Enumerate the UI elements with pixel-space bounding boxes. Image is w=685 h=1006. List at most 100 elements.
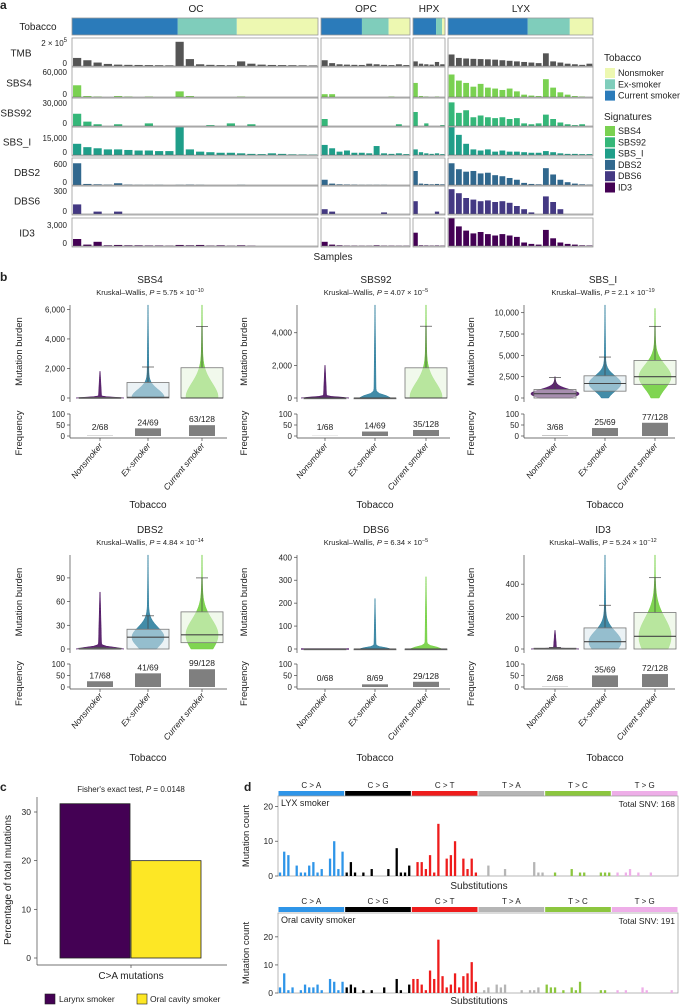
substitution-bar <box>353 872 357 876</box>
substitution-bar <box>299 990 303 993</box>
substitution-bar <box>453 973 457 993</box>
sample-bar <box>513 118 520 126</box>
substitution-bar <box>445 987 448 993</box>
legend-item-tobacco: Ex-smoker <box>618 79 661 89</box>
subplot-sbs_i: SBS_I Kruskal–Wallis, P = 2.1 × 10−19 0 2,5… <box>466 275 677 511</box>
sample-bar <box>216 245 225 246</box>
substitution-class-label: T > C <box>568 897 588 906</box>
frequency-y-tick-label: 0 <box>515 432 520 441</box>
frequency-label: 24/69 <box>137 417 159 427</box>
frequency-bar <box>87 681 113 687</box>
sample-bar <box>470 117 477 126</box>
track-frame <box>320 217 411 248</box>
substitution-bar <box>433 978 436 993</box>
sample-bar <box>506 235 513 246</box>
x-tick-label: Current smoker <box>614 690 660 742</box>
subplot-title: ID3 <box>595 525 611 536</box>
y-axis-label-mutation-count: Mutation count <box>241 921 252 984</box>
x-tick-label: Current smoker <box>385 690 431 742</box>
sample-bar <box>528 243 535 246</box>
sample-bar <box>492 88 499 97</box>
frequency-y-tick-label: 100 <box>279 410 293 419</box>
substitution-bar <box>503 869 507 876</box>
track-frame <box>320 37 411 68</box>
sample-bar <box>237 245 246 246</box>
substitution-bar <box>487 987 490 993</box>
substitution-bar <box>483 990 486 993</box>
title-value: = 0.0148 <box>151 785 185 794</box>
sample-bar <box>550 119 557 126</box>
substitution-class-bar <box>411 791 478 796</box>
sample-bar <box>542 151 549 155</box>
frequency-y-tick-label: 50 <box>510 421 519 430</box>
frequency-y-tick-label: 100 <box>279 660 293 669</box>
y-tick-label: 20 <box>264 932 274 942</box>
y-tick-label: 20 <box>22 856 32 866</box>
x-tick-label: Nonsmoker <box>69 440 105 481</box>
sample-bar <box>571 125 578 126</box>
sample-bar <box>470 199 477 214</box>
sample-bar <box>114 244 123 246</box>
panel-c: Fisher's exact test, P = 0.0148 0 10 20 30 C>… <box>3 785 227 1005</box>
substitution-bar <box>362 872 365 876</box>
title-prefix: Fisher's exact test, <box>77 785 146 794</box>
sample-bar <box>455 226 462 246</box>
sample-bar <box>93 184 102 185</box>
legend-swatch <box>605 137 615 148</box>
substitution-bar <box>533 990 536 993</box>
sample-bar <box>513 151 520 155</box>
sample-bar <box>571 64 578 66</box>
substitution-class-bar <box>545 791 611 796</box>
row-label-tobacco: Tobacco <box>19 22 57 33</box>
sample-bar <box>521 61 528 66</box>
legend-item-signature: ID3 <box>618 183 632 193</box>
sample-bar <box>429 184 434 185</box>
subtitle-exponent: −12 <box>647 538 656 544</box>
substitution-bar <box>503 984 507 993</box>
sample-bar <box>499 60 506 66</box>
sample-bar <box>226 65 235 66</box>
y-tick-label: 2,500 <box>499 373 520 382</box>
track-frame <box>320 157 411 187</box>
violin <box>588 554 622 650</box>
substitution-bar <box>462 858 465 876</box>
subplot-sbs4: SBS4 Kruskal–Wallis, P = 5.75 × 10−10 0 2,0… <box>14 275 227 511</box>
substitution-bar <box>603 872 607 876</box>
x-tick-label: Ex-smoker <box>119 690 154 728</box>
subtitle-value: = 4.07 × 10 <box>382 288 422 297</box>
sample-bar <box>506 202 513 214</box>
subplot-title: SBS4 <box>137 275 163 286</box>
substitution-bar <box>641 987 644 993</box>
sample-bar <box>528 124 535 126</box>
sample-bar <box>395 153 402 155</box>
sample-bar <box>329 94 336 97</box>
substitution-class-label: C > G <box>367 781 388 790</box>
y-tick-label: 7,500 <box>499 330 520 339</box>
y-axis-label-mutation-burden: Mutation burden <box>14 317 25 386</box>
sample-bar <box>542 196 549 214</box>
sample-bar <box>257 154 266 155</box>
sample-bar <box>521 242 528 246</box>
sample-bar <box>165 65 174 66</box>
substitution-bar <box>624 990 628 993</box>
frequency-bar <box>592 428 618 436</box>
box <box>126 382 170 399</box>
frequency-label: 41/69 <box>137 662 159 672</box>
total-snv-label: Total SNV: 191 <box>619 916 676 926</box>
sample-bar <box>470 86 477 97</box>
substitution-class-bar <box>611 791 678 796</box>
substitution-bar <box>537 987 540 993</box>
y-tick-label: 60,000 <box>43 68 68 77</box>
substitution-bar <box>637 872 640 876</box>
sample-bar <box>484 87 491 97</box>
sample-bar <box>73 85 82 97</box>
tick-text: 30,000 <box>43 99 68 108</box>
sample-bar <box>557 62 564 66</box>
subtitle-p: P <box>602 538 607 547</box>
sample-bar <box>103 245 112 246</box>
frequency-bar <box>642 674 668 687</box>
tobacco-segment <box>413 18 437 35</box>
frequency-label: 14/69 <box>364 421 386 431</box>
subplot-title: DBS6 <box>363 525 390 536</box>
subplot-title: DBS2 <box>137 525 164 536</box>
